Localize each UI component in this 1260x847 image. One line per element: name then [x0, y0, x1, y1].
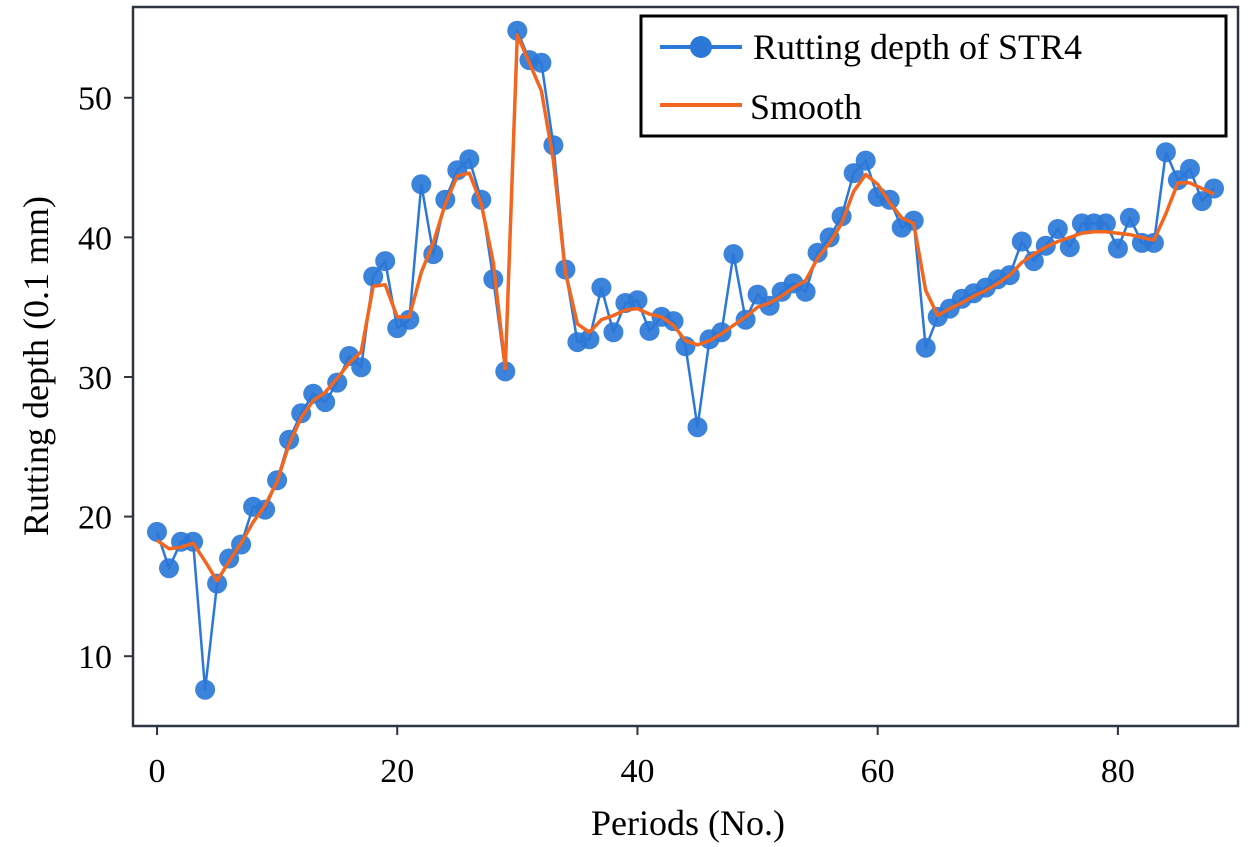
x-tick-label-20: 20	[380, 753, 414, 790]
data-point-87	[1192, 191, 1212, 212]
data-point-40	[627, 290, 648, 311]
x-tick-label-0: 0	[149, 753, 166, 790]
data-point-5	[207, 573, 228, 594]
data-point-4	[195, 679, 216, 700]
x-axis-label: Periods (No.)	[591, 803, 785, 843]
series-line-1	[155, 33, 1215, 583]
legend-marker-str4	[690, 36, 712, 58]
data-point-84	[1155, 142, 1176, 163]
data-point-22	[411, 174, 432, 195]
data-point-54	[795, 281, 816, 302]
data-point-63	[903, 210, 924, 231]
data-point-1	[159, 558, 179, 579]
x-tick-label-40: 40	[620, 753, 654, 790]
data-point-58	[843, 163, 864, 184]
data-point-48	[723, 244, 744, 265]
data-point-76	[1059, 237, 1080, 258]
data-point-59	[855, 150, 876, 171]
axis-ticks: 0 20 40 60 80 10 20 30 40 50	[78, 81, 1135, 790]
data-point-86	[1180, 158, 1200, 179]
data-point-21	[399, 309, 420, 330]
data-point-43	[663, 311, 684, 332]
data-point-19	[375, 251, 396, 272]
legend-box	[639, 14, 1228, 138]
data-point-30	[507, 20, 528, 41]
legend-label-str4: Rutting depth of STR4	[753, 27, 1082, 67]
data-point-75	[1047, 219, 1068, 239]
data-point-72	[1011, 231, 1032, 252]
data-point-18	[363, 266, 384, 287]
data-point-17	[351, 357, 372, 378]
series-layer	[147, 20, 1224, 700]
data-point-79	[1095, 213, 1116, 234]
data-point-0	[147, 521, 167, 542]
y-tick-label-20: 20	[78, 500, 112, 537]
y-tick-label-40: 40	[78, 220, 112, 257]
y-tick-label-50: 50	[78, 81, 112, 118]
data-point-29	[495, 361, 516, 382]
y-tick-label-10: 10	[78, 639, 112, 676]
data-point-83	[1143, 232, 1164, 253]
data-point-88	[1204, 178, 1224, 199]
data-point-41	[639, 320, 660, 341]
y-axis-label: Rutting depth (0.1 mm)	[16, 196, 56, 536]
data-point-81	[1119, 207, 1140, 228]
x-tick-label-80: 80	[1101, 753, 1135, 790]
data-point-36	[579, 329, 600, 350]
data-point-38	[603, 322, 624, 343]
data-point-64	[915, 337, 936, 358]
legend-label-smooth: Smooth	[750, 87, 862, 127]
plot-frame	[131, 5, 1240, 728]
x-tick-label-60: 60	[861, 753, 895, 790]
data-point-28	[483, 269, 504, 290]
legend: Rutting depth of STR4 Smooth	[639, 14, 1228, 138]
data-point-55	[807, 242, 828, 263]
data-point-37	[591, 277, 612, 298]
data-point-15	[327, 372, 348, 393]
data-point-26	[459, 149, 480, 170]
data-point-80	[1107, 238, 1128, 259]
y-tick-label-30: 30	[78, 360, 112, 397]
data-point-45	[687, 417, 708, 438]
data-point-32	[531, 52, 552, 73]
